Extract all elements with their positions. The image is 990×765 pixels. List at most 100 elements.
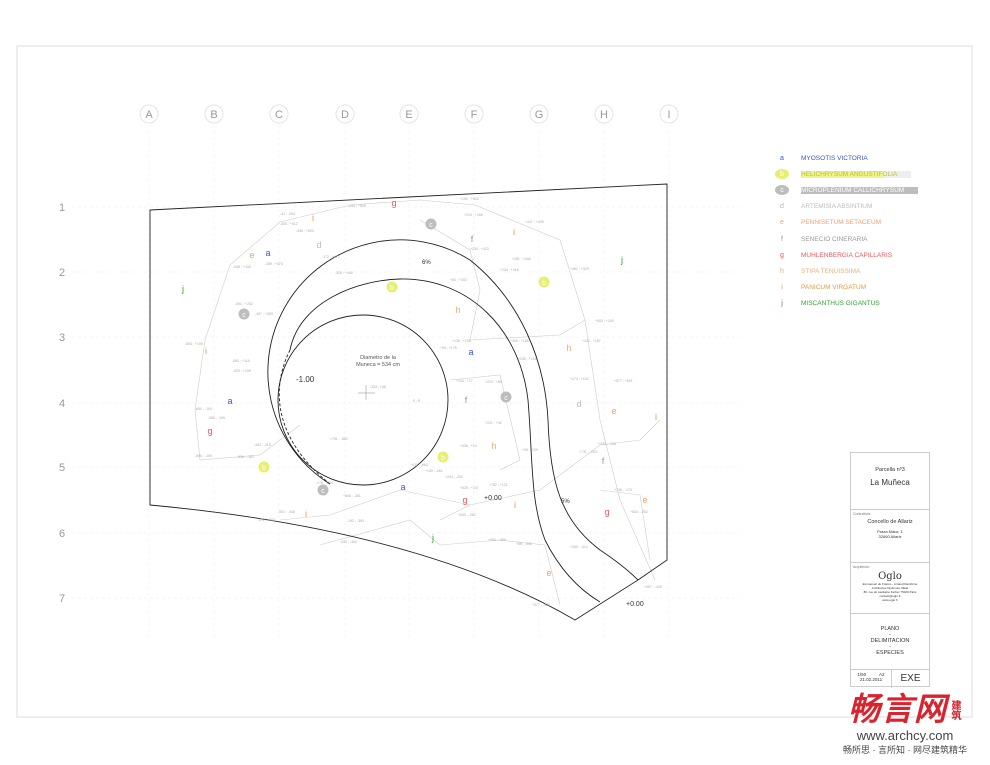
plant-marker-e: e <box>642 495 647 505</box>
grid-column-label: G <box>535 109 544 121</box>
coordinate-label: +230 ; +139 <box>518 357 537 361</box>
coordinate-labels: -305 ; +512 -346 ; +502 -195 ; +526 -369 ; … <box>185 197 662 607</box>
architect-line: 80, rue du capitaine Ferber 75020 Paris <box>863 590 917 594</box>
architect-label: Arquitecto: <box>853 565 870 569</box>
plant-marker-label: b <box>390 285 394 292</box>
legend-key: d <box>780 203 784 211</box>
coordinate-label: -346 ; +502 <box>296 229 314 233</box>
plant-marker-c <box>238 308 250 320</box>
coordinate-label: +487 ; -430 <box>644 585 662 589</box>
grid-column-label: A <box>145 109 153 121</box>
coordinate-label: +300 ; +168 <box>510 339 529 343</box>
coordinate-label: -192 ; -393 <box>347 519 364 523</box>
client-address-1: Praza Maior, 1 <box>877 529 903 534</box>
coordinate-label: -650 ; -109 <box>195 407 212 411</box>
title-block: Parcella nº3 La Muñeca Contratista: Conc… <box>850 452 930 688</box>
plan-title-2: DELIMITACION <box>870 638 910 644</box>
format: A2 <box>879 672 885 677</box>
grid-column-label: B <box>210 109 217 121</box>
plant-marker-g: g <box>207 426 212 436</box>
coordinate-label: +281 ; +446 <box>512 257 531 261</box>
scale: 1/50 <box>857 672 867 677</box>
plant-marker-e: e <box>611 406 616 416</box>
coordinate-label: +215 ; +188 <box>464 213 483 217</box>
plan-title-3: ESPECIES <box>876 650 904 656</box>
coordinate-label: -501 ; -348 <box>278 510 295 514</box>
coordinate-label: -593 ; +195 <box>185 342 203 346</box>
coordinate-label: -328 ; +440 <box>335 271 353 275</box>
coordinate-label: +534 ; -252 <box>630 510 648 514</box>
project-name: La Muñeca <box>870 478 910 487</box>
coordinate-label: -548 ; +430 <box>233 265 251 269</box>
legend-species-name: MISCANTHUS GIGANTUS <box>801 300 880 308</box>
legend-key: f <box>781 235 783 243</box>
plant-marker-h: h <box>491 441 496 451</box>
diameter-label: Diametro de la <box>360 355 397 361</box>
coordinate-label: +244 ; -292 <box>445 475 463 479</box>
origin-coord: 0 ; 0 <box>413 399 420 403</box>
plant-marker-c <box>317 484 329 496</box>
coordinate-label: -175 ; -294 <box>316 481 333 485</box>
separator: - <box>889 632 891 638</box>
legend-species-name: SENECIO CINERARIA <box>801 235 868 243</box>
client-address-2: 32660 Allariz <box>878 534 902 539</box>
coordinate-label: -195 ; +526 <box>348 204 366 208</box>
plant-marker-label: c <box>504 395 508 402</box>
legend-species-name: MICROPLENIUM CALLICHRYSUM <box>801 186 919 194</box>
coordinate-label: -343 ; -460 <box>340 540 357 544</box>
grid-column-bubble <box>399 104 419 124</box>
coordinate-label: +745 ; -176 <box>614 488 632 492</box>
legend-item-i: i PANICUM VIRGATUM <box>775 280 918 296</box>
legend-item-g: g MUHLENBERGIA CAPILLARIS <box>775 247 918 263</box>
coordinate-label: -690 ; -106 <box>195 454 212 458</box>
legend-key: j <box>781 300 783 308</box>
grid-column-label: F <box>471 109 478 121</box>
plant-marker-a: a <box>468 347 473 357</box>
plant-marker-label: c <box>321 488 325 495</box>
legend-key: i <box>781 284 783 292</box>
coordinate-label: -536 ; -162 <box>237 455 254 459</box>
slope-label-tail: 5% <box>561 499 570 505</box>
coordinate-label: +808 ; -301 <box>343 494 361 498</box>
diameter-label-2: Muneca = 534 cm <box>356 362 400 368</box>
grid-column-bubble <box>529 104 549 124</box>
plant-marker-h: h <box>566 343 571 353</box>
watermark-url: www.archcy.com <box>856 728 954 743</box>
coordinate-label: +99 ; +175 <box>440 346 457 350</box>
plant-marker-e: e <box>249 250 254 260</box>
plant-marker-label: c <box>429 222 433 229</box>
coordinate-label: +636 ; +14 <box>460 444 477 448</box>
level-end: +0.00 <box>626 601 644 608</box>
plant-marker-label: b <box>441 455 445 462</box>
coordinate-label: +136 ; +108 <box>452 339 471 343</box>
coordinate-label: +234 ; +423 <box>470 247 489 251</box>
plant-marker-i: i <box>305 509 307 519</box>
plant-marker-i: i <box>514 500 516 510</box>
level-mid: +0.00 <box>484 495 502 502</box>
plant-marker-label: c <box>242 312 246 319</box>
level-center: -1.00 <box>296 375 315 384</box>
legend-species-name: ARTEMISIA ABSINTIUM <box>801 203 873 211</box>
coordinate-label: -472 ; -383 <box>258 518 275 522</box>
plant-marker-b <box>258 461 270 473</box>
legend-species-name: MUHLENBERGIA CAPILLARIS <box>801 251 893 259</box>
coordinate-label: +377 ; -420 <box>532 603 550 607</box>
plant-marker-b <box>538 276 550 288</box>
plant-markers: a a a a b b b b c c c c d d e e e e f f f g g g g h h h i i i i i i j j j <box>181 198 657 578</box>
coordinate-label: +447 ; +405 <box>525 220 544 224</box>
architect-line: www.oglo.fr <box>882 598 898 602</box>
legend-key: g <box>780 251 784 259</box>
plan-title-1: PLANO <box>880 626 900 632</box>
center-cross <box>358 385 375 400</box>
coordinate-label: +224 ; +416 <box>500 268 519 272</box>
plant-marker-f: f <box>471 234 474 244</box>
plant-marker-label: b <box>542 280 546 287</box>
coordinate-label: +192 ; +542 <box>460 197 479 201</box>
coordinate-label: -369 ; +473 <box>265 262 283 266</box>
coordinate-label: +223 ; +80 <box>485 380 502 384</box>
plant-marker-a: a <box>227 396 232 406</box>
coordinate-label: -585 ; -109 <box>208 416 225 420</box>
coordinate-label: -463 ; -115 <box>254 443 271 447</box>
watermark-logo-side: 建筑 <box>949 700 960 720</box>
